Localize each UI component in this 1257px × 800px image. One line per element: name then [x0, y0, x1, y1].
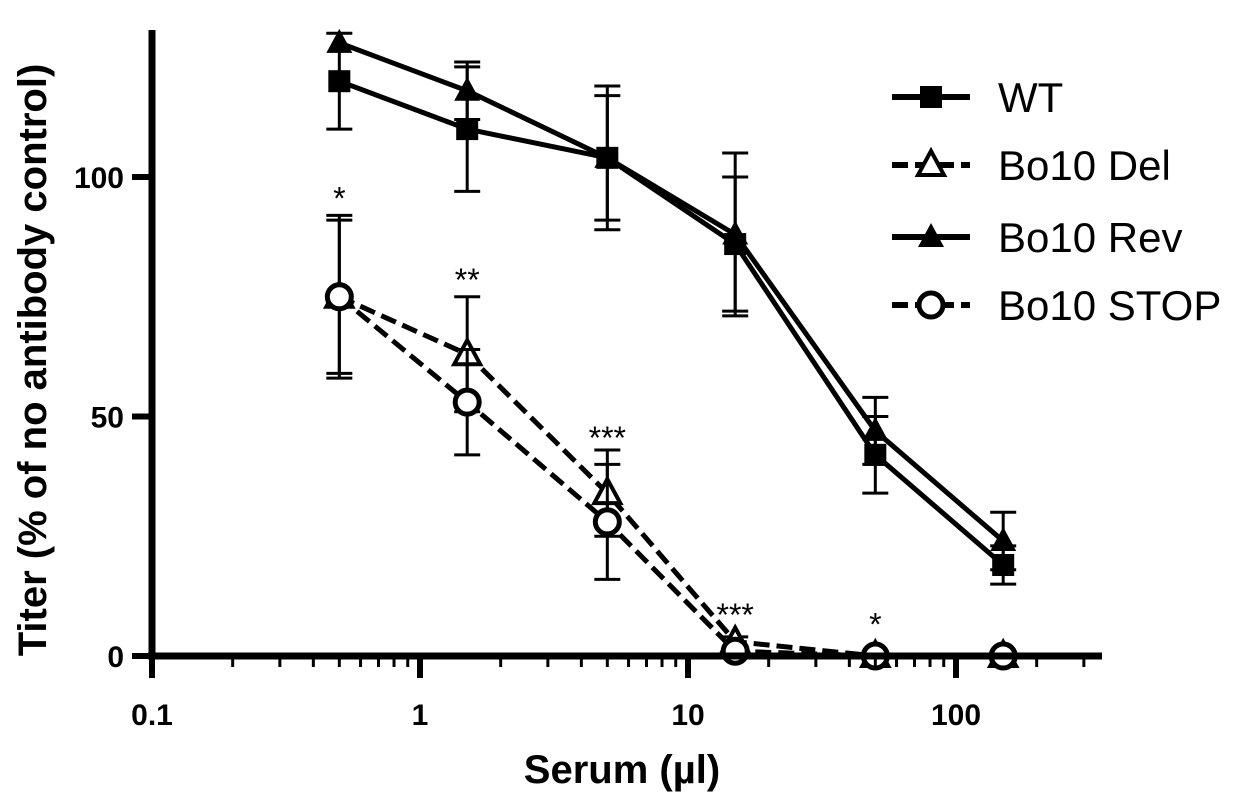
significance-annotation: *** [589, 420, 626, 456]
y-tick-label: 100 [74, 162, 124, 195]
legend-entry: Bo10 Rev [892, 214, 1182, 261]
legend-marker [914, 146, 948, 177]
data-point [324, 282, 354, 312]
annotations-layer: ********* * [333, 180, 881, 642]
legend-label: Bo10 Del [998, 142, 1171, 189]
legend-entry: Bo10 Del [892, 142, 1171, 189]
series-wt [326, 31, 1017, 586]
y-tick-label: 50 [91, 402, 124, 435]
significance-annotation: * [333, 180, 345, 216]
data-point [864, 443, 887, 466]
significance-annotation: *** [717, 597, 754, 633]
data-point [992, 553, 1015, 576]
legend-label: WT [998, 74, 1063, 121]
data-point [596, 146, 619, 169]
data-point [720, 636, 750, 666]
series-line [338, 78, 1005, 567]
legend-entry: WT [892, 74, 1063, 121]
x-tick-label: 0.1 [131, 699, 173, 732]
legend-marker [918, 223, 944, 247]
data-point [724, 233, 747, 256]
series-bo10-del [322, 213, 1020, 668]
legend-marker [920, 86, 942, 108]
x-tick-label: 10 [671, 699, 704, 732]
legend-label: Bo10 STOP [998, 282, 1221, 329]
significance-annotation: ** [455, 262, 480, 298]
legend-label: Bo10 Rev [998, 214, 1182, 261]
series-bo10-stop [324, 218, 1018, 671]
y-tick-label: 0 [107, 641, 124, 674]
axes-layer [148, 30, 1102, 660]
significance-annotation: * [869, 607, 881, 643]
series-line [338, 40, 1005, 543]
data-point [328, 70, 351, 93]
x-tick-label: 1 [412, 699, 429, 732]
y-axis-title: Titer (% of no antibody control) [11, 64, 55, 657]
data-point [456, 118, 479, 141]
legend-entry: Bo10 STOP [892, 282, 1221, 329]
legend-marker [916, 290, 946, 320]
data-point [452, 387, 482, 417]
legend: WT Bo10 Del Bo10 Rev Bo10 STOP [892, 74, 1221, 329]
series-layer [322, 28, 1020, 671]
ticks-layer: 0.1 1 10 100 0 50 100 [74, 162, 1086, 732]
x-axis-title: Serum (µl) [524, 748, 720, 792]
data-point [592, 507, 622, 537]
x-tick-label: 100 [931, 699, 981, 732]
